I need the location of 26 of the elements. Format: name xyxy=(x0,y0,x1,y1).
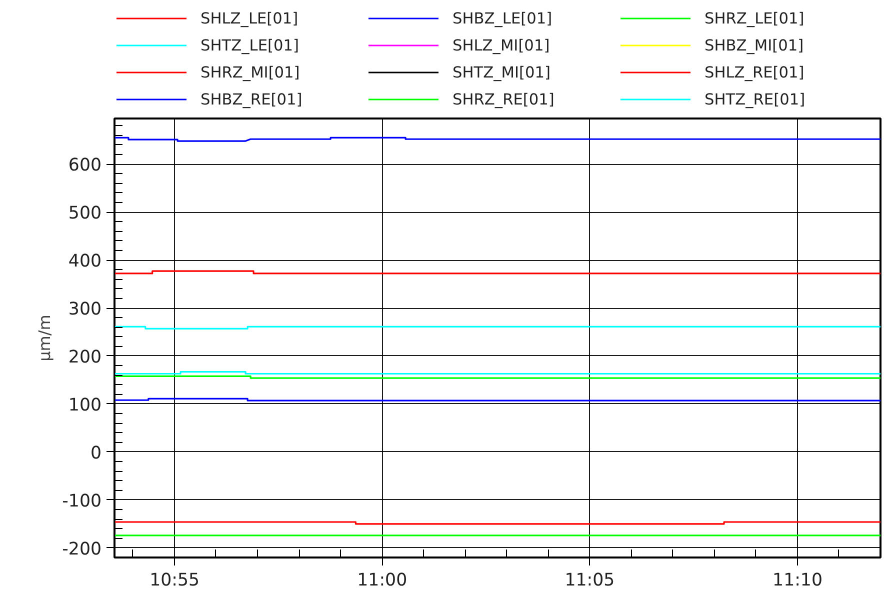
y-tick-label: 500 xyxy=(68,204,102,224)
y-axis-title: µm/m xyxy=(35,314,54,362)
legend-label: SHRZ_MI[01] xyxy=(200,64,300,82)
legend-label: SHLZ_RE[01] xyxy=(704,64,804,82)
x-tick-label: 11:00 xyxy=(357,570,408,590)
legend-label: SHLZ_LE[01] xyxy=(200,10,298,28)
legend-label: SHRZ_RE[01] xyxy=(452,90,554,108)
x-tick-label: 11:05 xyxy=(564,570,615,590)
x-tick-label: 11:10 xyxy=(772,570,822,590)
legend-label: SHTZ_LE[01] xyxy=(200,36,299,54)
legend-label: SHLZ_MI[01] xyxy=(452,36,550,54)
y-tick-label: 400 xyxy=(68,252,102,272)
legend-label: SHTZ_MI[01] xyxy=(452,64,550,82)
legend-label: SHTZ_RE[01] xyxy=(704,90,806,108)
x-tick-label: 10:55 xyxy=(150,570,200,590)
y-tick-label: 200 xyxy=(68,347,102,368)
y-tick-label: 100 xyxy=(68,395,102,416)
legend-label: SHBZ_MI[01] xyxy=(704,36,804,54)
y-tick-label: -200 xyxy=(62,539,102,560)
y-tick-label: 0 xyxy=(90,443,102,464)
legend-label: SHRZ_LE[01] xyxy=(704,10,804,28)
legend-label: SHBZ_LE[01] xyxy=(452,10,552,28)
legend-label: SHBZ_RE[01] xyxy=(200,90,302,108)
y-tick-label: 600 xyxy=(68,156,102,176)
y-tick-label: 300 xyxy=(68,300,102,320)
y-tick-label: -100 xyxy=(62,491,102,512)
